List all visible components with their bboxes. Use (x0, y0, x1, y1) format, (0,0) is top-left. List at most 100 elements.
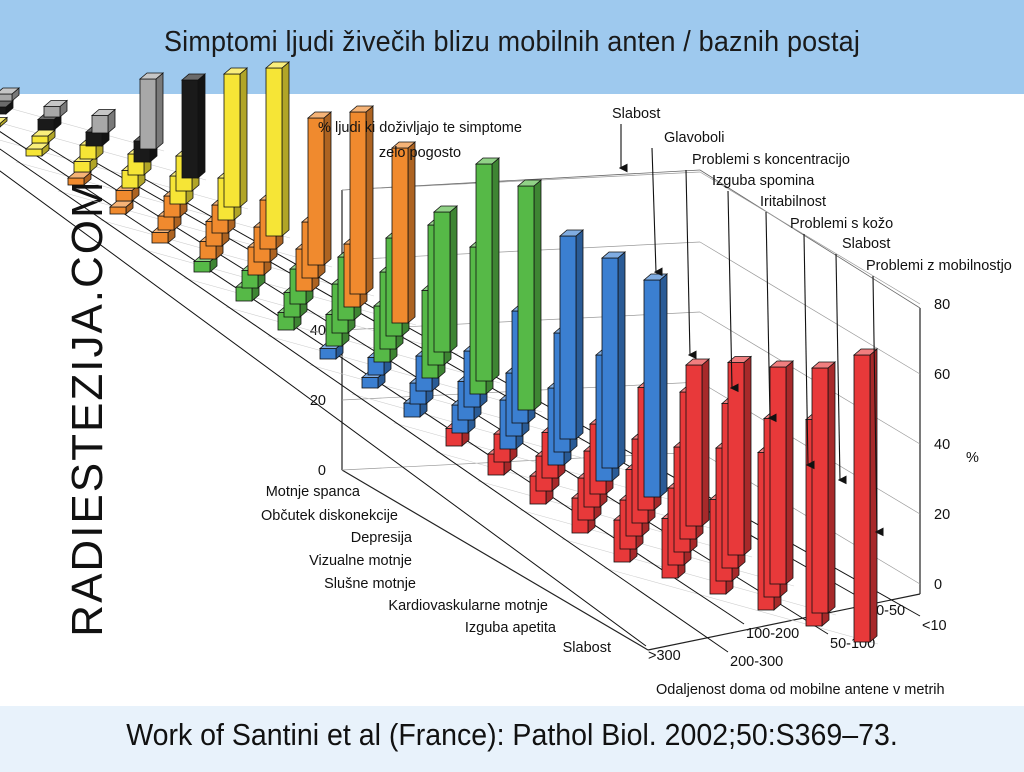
bar-side-face (491, 157, 500, 382)
floor-gridline (141, 248, 417, 326)
bar-front-face (685, 364, 703, 527)
bar-front-face (25, 148, 43, 157)
bar-front-face (109, 206, 127, 215)
bar-side-face (785, 360, 794, 585)
bar (138, 72, 165, 150)
bar (42, 99, 69, 118)
bar-top-face (108, 200, 135, 208)
floor-gridline (267, 335, 543, 413)
front-symptom-label-5: Kardiovaskularne motnje (388, 598, 548, 614)
floor-gridline (603, 567, 879, 645)
bar-top-face (390, 141, 417, 149)
bar (474, 157, 501, 382)
bar-front-face (811, 367, 829, 614)
distance-arrow-5 (0, 170, 647, 647)
bar-front-face (601, 257, 619, 469)
bar (90, 108, 117, 134)
back-symptom-label-1: Glavoboli (664, 130, 724, 146)
bar-front-face (37, 119, 55, 131)
bar-front-face (43, 106, 61, 118)
bar-side-face (281, 61, 290, 237)
back-symptom-arrow-6 (835, 253, 847, 485)
bar-front-face (79, 144, 97, 160)
bar-front-face (139, 78, 157, 150)
bar (348, 105, 375, 295)
back-symptom-arrow-7 (872, 275, 884, 537)
y-tick-right-40: 40 (934, 437, 950, 453)
distance-arrow-4 (0, 148, 729, 653)
bar-top-face (30, 129, 57, 137)
bar-top-face (600, 251, 627, 259)
distance-label-5: >300 (648, 648, 681, 664)
front-symptom-label-4: Slušne motnje (324, 576, 416, 592)
front-symptom-label-0: Motnje spanca (266, 484, 361, 500)
bar-front-face (223, 73, 241, 208)
bar-front-face (0, 106, 7, 115)
gridline-side-60 (699, 241, 921, 375)
bar (264, 61, 291, 237)
bar-front-face (517, 185, 535, 411)
bar (600, 251, 627, 469)
bar (0, 87, 21, 102)
back-symptom-label-4: Iritabilnost (760, 194, 826, 210)
bar-side-face (743, 355, 752, 556)
floor-gridline (57, 190, 333, 268)
bar-top-face (348, 105, 375, 113)
floor-gridline (351, 393, 627, 471)
bar-top-face (0, 117, 9, 124)
front-symptom-label-3: Vizualne motnje (309, 553, 412, 569)
bar-front-face (157, 215, 175, 231)
distance-label-0: <10 (922, 618, 947, 634)
bar-top-face (0, 87, 21, 95)
bar-side-face (197, 73, 206, 179)
bar-front-face (115, 190, 133, 202)
floor-gridline (15, 161, 291, 239)
bar-front-face (433, 211, 451, 353)
chart-labels: % ljudi ki doživljajo te simptome zelo p… (318, 120, 979, 698)
bar-side-face (449, 205, 458, 353)
side-top-edge (699, 169, 921, 309)
floor-gridline (309, 364, 585, 442)
gridline-side-40 (699, 311, 921, 445)
y-tick-left-40: 40 (310, 323, 326, 339)
bar (432, 205, 459, 353)
left-axis-title-line2: zelo pogosto (379, 145, 461, 161)
bar (222, 67, 249, 208)
bar-front-face (67, 177, 85, 186)
bar (684, 358, 711, 527)
bar-front-face (85, 131, 103, 147)
floor-gridline (0, 105, 165, 152)
bar-front-face (769, 366, 787, 585)
bar-top-face (432, 205, 459, 213)
bar-front-face (643, 279, 661, 498)
bar-top-face (810, 361, 837, 369)
back-symptom-label-5: Problemi s kožo (790, 216, 893, 232)
bar-top-face (66, 171, 93, 179)
floor-gridline (561, 538, 837, 616)
bar-top-face (138, 72, 165, 80)
back-symptom-arrow-5 (803, 233, 815, 470)
y-tick-left-0: 0 (318, 463, 326, 479)
x-axis-title: Odaljenost doma od mobilne antene v metr… (656, 682, 945, 698)
bar-front-face (73, 161, 91, 173)
bar-side-face (701, 358, 710, 527)
y-tick-right-80: 80 (934, 297, 950, 313)
bar-top-face (306, 111, 333, 119)
header-band (0, 0, 1024, 94)
page-title: Simptomi ljudi živečih blizu mobilnih an… (163, 26, 861, 58)
bar-side-face (155, 72, 164, 150)
chart-bars (0, 61, 879, 643)
bar-front-face (307, 117, 325, 266)
back-symptom-arrow-3 (727, 190, 739, 393)
bar (810, 361, 837, 614)
front-symptom-label-1: Občutek diskonekcije (261, 508, 398, 524)
bar (30, 129, 57, 144)
bar-top-face (222, 67, 249, 75)
distance-label-4: 200-300 (730, 654, 783, 670)
bar (306, 111, 333, 266)
bar (0, 100, 15, 115)
bar-front-face (151, 232, 169, 244)
bar (108, 200, 135, 215)
bar (642, 273, 669, 498)
